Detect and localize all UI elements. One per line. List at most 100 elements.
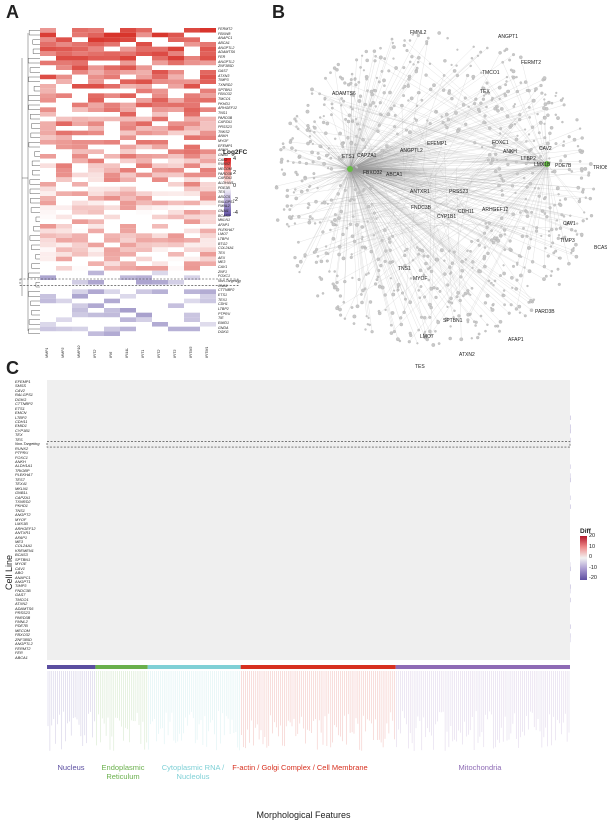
network-edge [546, 163, 580, 202]
heatmap-cell [120, 266, 136, 271]
network-node [379, 263, 383, 268]
heatmap-cell [40, 228, 56, 234]
network-node [427, 278, 431, 282]
heatmap-cell [168, 56, 184, 61]
network-node [485, 293, 490, 298]
network-node [291, 137, 294, 140]
network-node [368, 300, 373, 304]
heatmap-cell [40, 331, 56, 336]
heatmap-cell [72, 158, 88, 164]
network-node [532, 298, 536, 301]
heatmap-cell [152, 102, 168, 108]
heatmap-cell [200, 242, 216, 248]
network-node [470, 57, 474, 60]
network-node [550, 270, 553, 273]
network-node [275, 185, 278, 188]
heatmap-cell [88, 168, 104, 173]
heatmap-cell [168, 261, 184, 266]
network-node [562, 140, 565, 143]
network-node [357, 191, 361, 195]
heatmap-cell [168, 182, 184, 187]
heatmap-cell [104, 252, 120, 257]
network-node [389, 106, 393, 111]
network-node [498, 97, 501, 101]
network-node-label: MYOF [413, 276, 428, 282]
network-node [497, 183, 501, 188]
network-node [303, 253, 307, 257]
network-node [467, 105, 470, 108]
row-label: GNDA [218, 325, 229, 330]
network-node [466, 73, 470, 78]
network-node [306, 206, 310, 210]
network-node [431, 343, 436, 347]
heatmap-cell [168, 280, 184, 285]
heatmap-cell [104, 186, 120, 192]
network-edge [458, 217, 488, 228]
network-node [450, 261, 455, 265]
network-edge [349, 168, 459, 293]
heatmap-cell [56, 326, 72, 332]
network-node [376, 129, 380, 133]
network-edge [349, 168, 573, 251]
network-node [529, 238, 532, 241]
network-node [360, 293, 363, 296]
network-node [380, 285, 385, 290]
network-edge [436, 111, 548, 165]
network-node [447, 91, 451, 95]
network-edge [350, 106, 548, 165]
network-edge [287, 183, 449, 207]
heatmap-cell [184, 280, 200, 285]
network-node [370, 202, 374, 206]
heatmap-cell [72, 130, 88, 136]
network-edge [349, 168, 395, 193]
network-node [449, 272, 452, 275]
heatmap-cell [56, 70, 72, 75]
network-node [298, 271, 301, 274]
network-node [525, 210, 529, 214]
network-node [380, 154, 383, 158]
heatmap-cell [184, 172, 200, 178]
network-node [559, 159, 563, 163]
heatmap-cell [200, 42, 216, 47]
heatmap-cell [184, 326, 200, 332]
network-edge [349, 106, 376, 170]
heatmap-cell [136, 238, 152, 243]
heatmap-cell [168, 135, 184, 140]
network-edge [426, 74, 548, 165]
network-edge [349, 168, 378, 188]
network-node [560, 213, 564, 217]
network-node [393, 289, 396, 292]
heatmap-cell [168, 46, 184, 52]
network-node [505, 211, 509, 214]
network-node [539, 83, 543, 88]
heatmap-cell [72, 65, 88, 70]
network-node [366, 89, 369, 92]
heatmap-cell [104, 242, 120, 248]
network-edge [280, 149, 548, 165]
heatmap-cell [104, 266, 120, 271]
network-node [502, 294, 506, 297]
network-node [293, 256, 297, 260]
network-node [476, 54, 480, 57]
network-node [338, 131, 342, 136]
network-node [523, 80, 528, 84]
network-node [569, 228, 574, 232]
network-edge [450, 141, 564, 219]
heatmap-cell [200, 256, 216, 262]
heatmap-cell [120, 322, 136, 327]
network-edge [395, 91, 509, 154]
heatmap-cell [200, 60, 216, 66]
heatmap-cell [184, 284, 200, 290]
dendrogram-branch [28, 76, 40, 82]
heatmap-cell [56, 219, 72, 224]
network-edge [349, 150, 367, 170]
network-node [348, 222, 353, 226]
heatmap-cell [168, 130, 184, 136]
network-node [461, 103, 466, 107]
heatmap-cell [152, 252, 168, 257]
heatmap-cell [120, 331, 136, 336]
network-node [338, 294, 343, 298]
row-label: PKHD1 [218, 101, 230, 106]
network-node [505, 80, 508, 83]
network-node [361, 235, 364, 239]
